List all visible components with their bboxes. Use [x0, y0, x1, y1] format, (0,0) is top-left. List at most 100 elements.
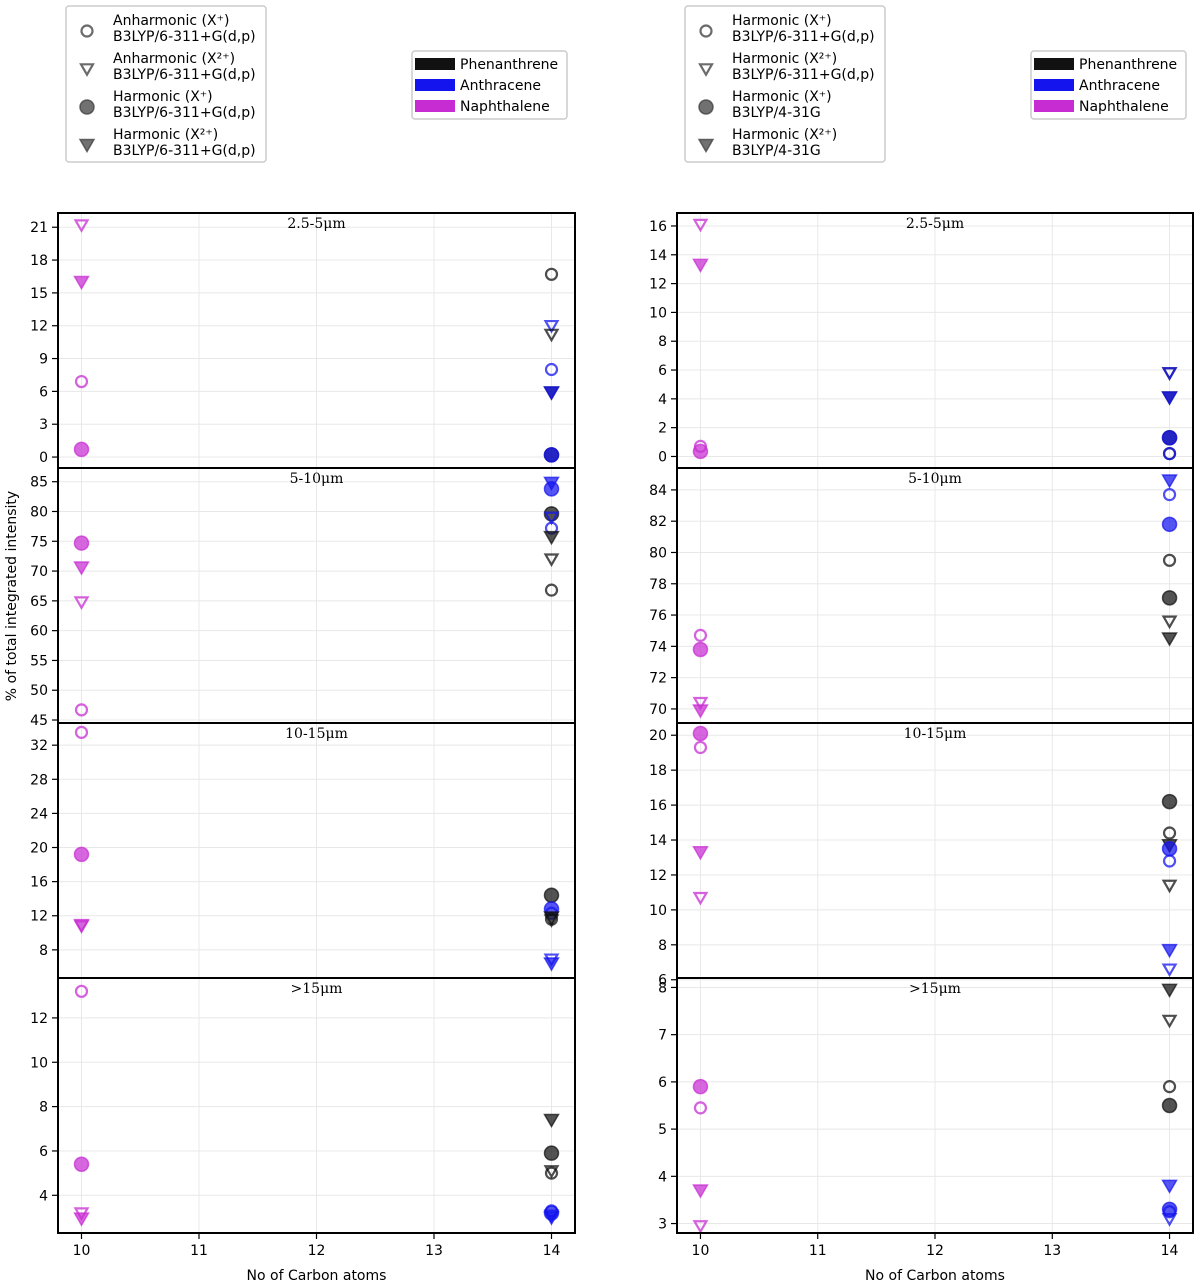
point-phenanthrene-circle-filled [1161, 793, 1178, 810]
legend-label-line1: Harmonic (X²⁺) [732, 51, 837, 67]
y-tick-label: 16 [649, 798, 667, 814]
point-naphthalene-circle-open [693, 1101, 708, 1115]
band-title: >15μm [909, 981, 961, 997]
y-tick-label: 80 [30, 504, 48, 520]
y-tick-label: 55 [30, 653, 48, 669]
legend-frame [684, 5, 886, 163]
band-title: 10-15μm [904, 726, 967, 742]
y-tick-label: 10 [30, 1055, 48, 1071]
point-anthracene-triangle-filled [1161, 943, 1178, 959]
point-naphthalene-circle-filled [692, 725, 709, 742]
legend-label-line1: Harmonic (X⁺) [113, 89, 213, 105]
x-tick-label: 10 [73, 1243, 91, 1259]
point-anthracene-circle-filled [1161, 429, 1178, 446]
legend-marker-triangle-filled [78, 138, 96, 154]
y-tick-label: 0 [39, 450, 48, 466]
point-naphthalene-triangle-filled [73, 1212, 90, 1227]
point-phenanthrene-triangle-open [1161, 879, 1178, 894]
point-phenanthrene-circle-filled [1161, 1097, 1178, 1114]
point-anthracene-circle-open [1162, 854, 1177, 868]
legend-label-naphthalene: Naphthalene [1079, 99, 1169, 115]
y-tick-label: 18 [30, 253, 48, 269]
legend-marker-circle-open [699, 24, 713, 38]
x-tick-label: 11 [809, 1243, 827, 1259]
y-tick-label: 65 [30, 594, 48, 610]
y-tick-label: 82 [649, 514, 667, 530]
y-tick-label: 24 [30, 806, 48, 822]
legend-marker-circle-filled [79, 99, 95, 115]
point-naphthalene-triangle-filled [692, 846, 709, 861]
point-phenanthrene-triangle-open [543, 914, 560, 928]
y-tick-label: 7 [658, 1028, 667, 1044]
point-phenanthrene-circle-open [544, 583, 559, 597]
point-naphthalene-circle-filled [692, 443, 709, 460]
point-naphthalene-circle-filled [73, 441, 90, 458]
point-phenanthrene-circle-open [544, 1166, 559, 1180]
x-tick-label: 11 [190, 1243, 208, 1259]
point-phenanthrene-triangle-open [543, 328, 560, 343]
y-tick-label: 18 [649, 763, 667, 779]
point-naphthalene-circle-filled [692, 1078, 709, 1095]
y-tick-label: 8 [39, 1100, 48, 1116]
point-naphthalene-triangle-open [73, 920, 90, 934]
band-title: >15μm [291, 981, 343, 997]
legend-label-line1: Harmonic (X²⁺) [732, 127, 837, 143]
y-tick-label: 12 [30, 909, 48, 925]
data-points [692, 983, 1178, 1233]
legend-frame [65, 5, 267, 163]
y-tick-label: 3 [658, 1217, 667, 1233]
band-title: 5-10μm [908, 471, 962, 487]
legend-swatch-phenanthrene [1034, 58, 1074, 70]
x-tick-label: 14 [543, 1243, 561, 1259]
legend-label-line2: B3LYP/6-311+G(d,p) [113, 105, 256, 121]
point-naphthalene-circle-filled [73, 535, 90, 551]
y-tick-label: 4 [39, 1188, 48, 1204]
y-tick-label: 6 [658, 363, 667, 379]
legend-label-line1: Anharmonic (X⁺) [113, 13, 229, 29]
legend-label-naphthalene: Naphthalene [460, 99, 550, 115]
y-tick-label: 6 [658, 973, 667, 989]
point-phenanthrene-circle-filled [543, 887, 560, 904]
y-tick-label: 8 [658, 938, 667, 954]
legend-swatch-phenanthrene [415, 58, 455, 70]
subplot-right-1: 0 2 4 6 8 10 12 14 16 2.5-5μm [649, 212, 1194, 469]
y-tick-label: 84 [649, 483, 667, 499]
y-tick-label: 45 [30, 713, 48, 729]
point-anthracene-triangle-open [1161, 1213, 1178, 1227]
point-anthracene-triangle-open [543, 319, 560, 334]
y-tick-label: 6 [39, 384, 48, 400]
x-tick-label: 12 [308, 1243, 326, 1259]
subplot-left-1: 0 3 6 9 12 15 18 21 2.5-5μm [30, 212, 576, 469]
y-tick-label: 14 [649, 833, 667, 849]
point-anthracene-triangle-filled [1161, 1179, 1178, 1194]
point-naphthalene-circle-open [74, 984, 89, 998]
point-naphthalene-circle-open [693, 740, 708, 755]
legend-label-line1: Anharmonic (X²⁺) [113, 51, 235, 67]
x-axis-label: No of Carbon atoms [247, 1268, 387, 1284]
legend-marker-circle-open [80, 24, 94, 38]
point-naphthalene-circle-open [74, 374, 89, 389]
y-tick-label: 70 [30, 564, 48, 580]
data-points [73, 725, 560, 972]
point-phenanthrene-triangle-filled [1161, 632, 1178, 647]
legend-label-line2: B3LYP/6-311+G(d,p) [113, 143, 256, 159]
subplot-left-3: 8 12 16 20 24 28 32 10-15μm [30, 722, 576, 979]
y-tick-label: 85 [30, 475, 48, 491]
y-tick-label: 70 [649, 702, 667, 718]
legend-label-anthracene: Anthracene [460, 78, 541, 94]
data-points [73, 476, 560, 717]
point-anthracene-triangle-filled [1161, 474, 1178, 489]
y-tick-label: 0 [658, 449, 667, 465]
y-tick-label: 3 [39, 417, 48, 433]
y-tick-label: 10 [649, 903, 667, 919]
point-anthracene-triangle-filled [543, 386, 560, 401]
point-anthracene-circle-open [544, 362, 559, 377]
y-tick-label: 21 [30, 220, 48, 236]
data-points [73, 984, 560, 1227]
legend-marker-circle-filled [698, 99, 714, 115]
y-tick-label: 75 [30, 534, 48, 550]
legend-label-line1: Harmonic (X²⁺) [113, 127, 218, 143]
y-tick-label: 4 [658, 392, 667, 408]
